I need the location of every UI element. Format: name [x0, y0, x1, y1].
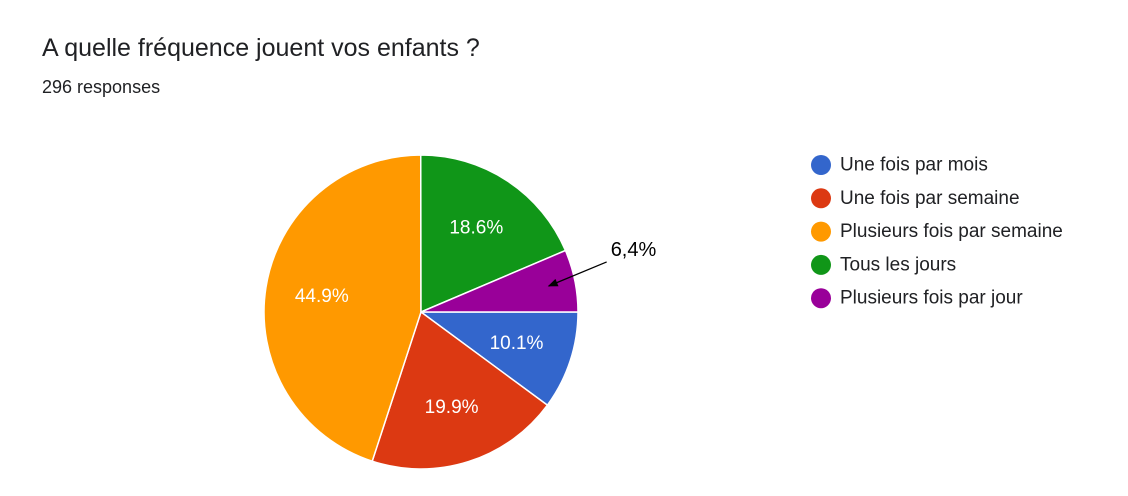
response-count: 296 responses	[42, 77, 161, 97]
legend-label: Plusieurs fois par jour	[840, 288, 1023, 309]
legend-item-une-fois-par-semaine: Une fois par semaine	[811, 188, 1020, 209]
annotation-arrow	[547, 261, 607, 287]
legend-item-une-fois-par-mois: Une fois par mois	[811, 155, 988, 176]
pie-slices	[263, 154, 579, 470]
slice-value-label: 10.1%	[490, 333, 544, 354]
legend-label: Plusieurs fois par semaine	[840, 221, 1063, 242]
slice-value-label: 18.6%	[449, 218, 503, 239]
slice-value-label: 44.9%	[295, 286, 349, 307]
pie-slice-tous-les-jours	[419, 154, 567, 314]
pie-slice-une-fois-par-semaine	[371, 310, 549, 470]
legend-swatch	[811, 254, 831, 275]
legend-item-plusieurs-fois-par-semaine: Plusieurs fois par semaine	[811, 221, 1063, 242]
legend-label: Tous les jours	[840, 254, 956, 275]
legend-swatch	[811, 155, 831, 175]
legend: Une fois par mois Une fois par semaine Plu…	[811, 155, 1063, 309]
legend-label: Une fois par mois	[840, 155, 988, 176]
pie-slice-plusieurs-fois-par-jour	[420, 249, 579, 313]
annotation: 6,4%	[547, 239, 657, 287]
pie-slice-labels: 10.1% 19.9% 44.9% 18.6%	[295, 218, 544, 419]
legend-swatch	[811, 288, 831, 309]
annotation-label: 6,4%	[611, 239, 657, 261]
page-title: A quelle fréquence jouent vos enfants ?	[42, 34, 480, 62]
legend-item-plusieurs-fois-par-jour: Plusieurs fois par jour	[811, 288, 1023, 309]
legend-item-tous-les-jours: Tous les jours	[811, 254, 956, 275]
legend-swatch	[811, 188, 831, 209]
pie-slice-plusieurs-fois-par-semaine	[263, 154, 422, 463]
pie-slice-une-fois-par-mois	[418, 311, 579, 407]
slice-value-label: 19.9%	[425, 397, 479, 418]
legend-label: Une fois par semaine	[840, 188, 1020, 209]
legend-swatch	[811, 221, 831, 242]
